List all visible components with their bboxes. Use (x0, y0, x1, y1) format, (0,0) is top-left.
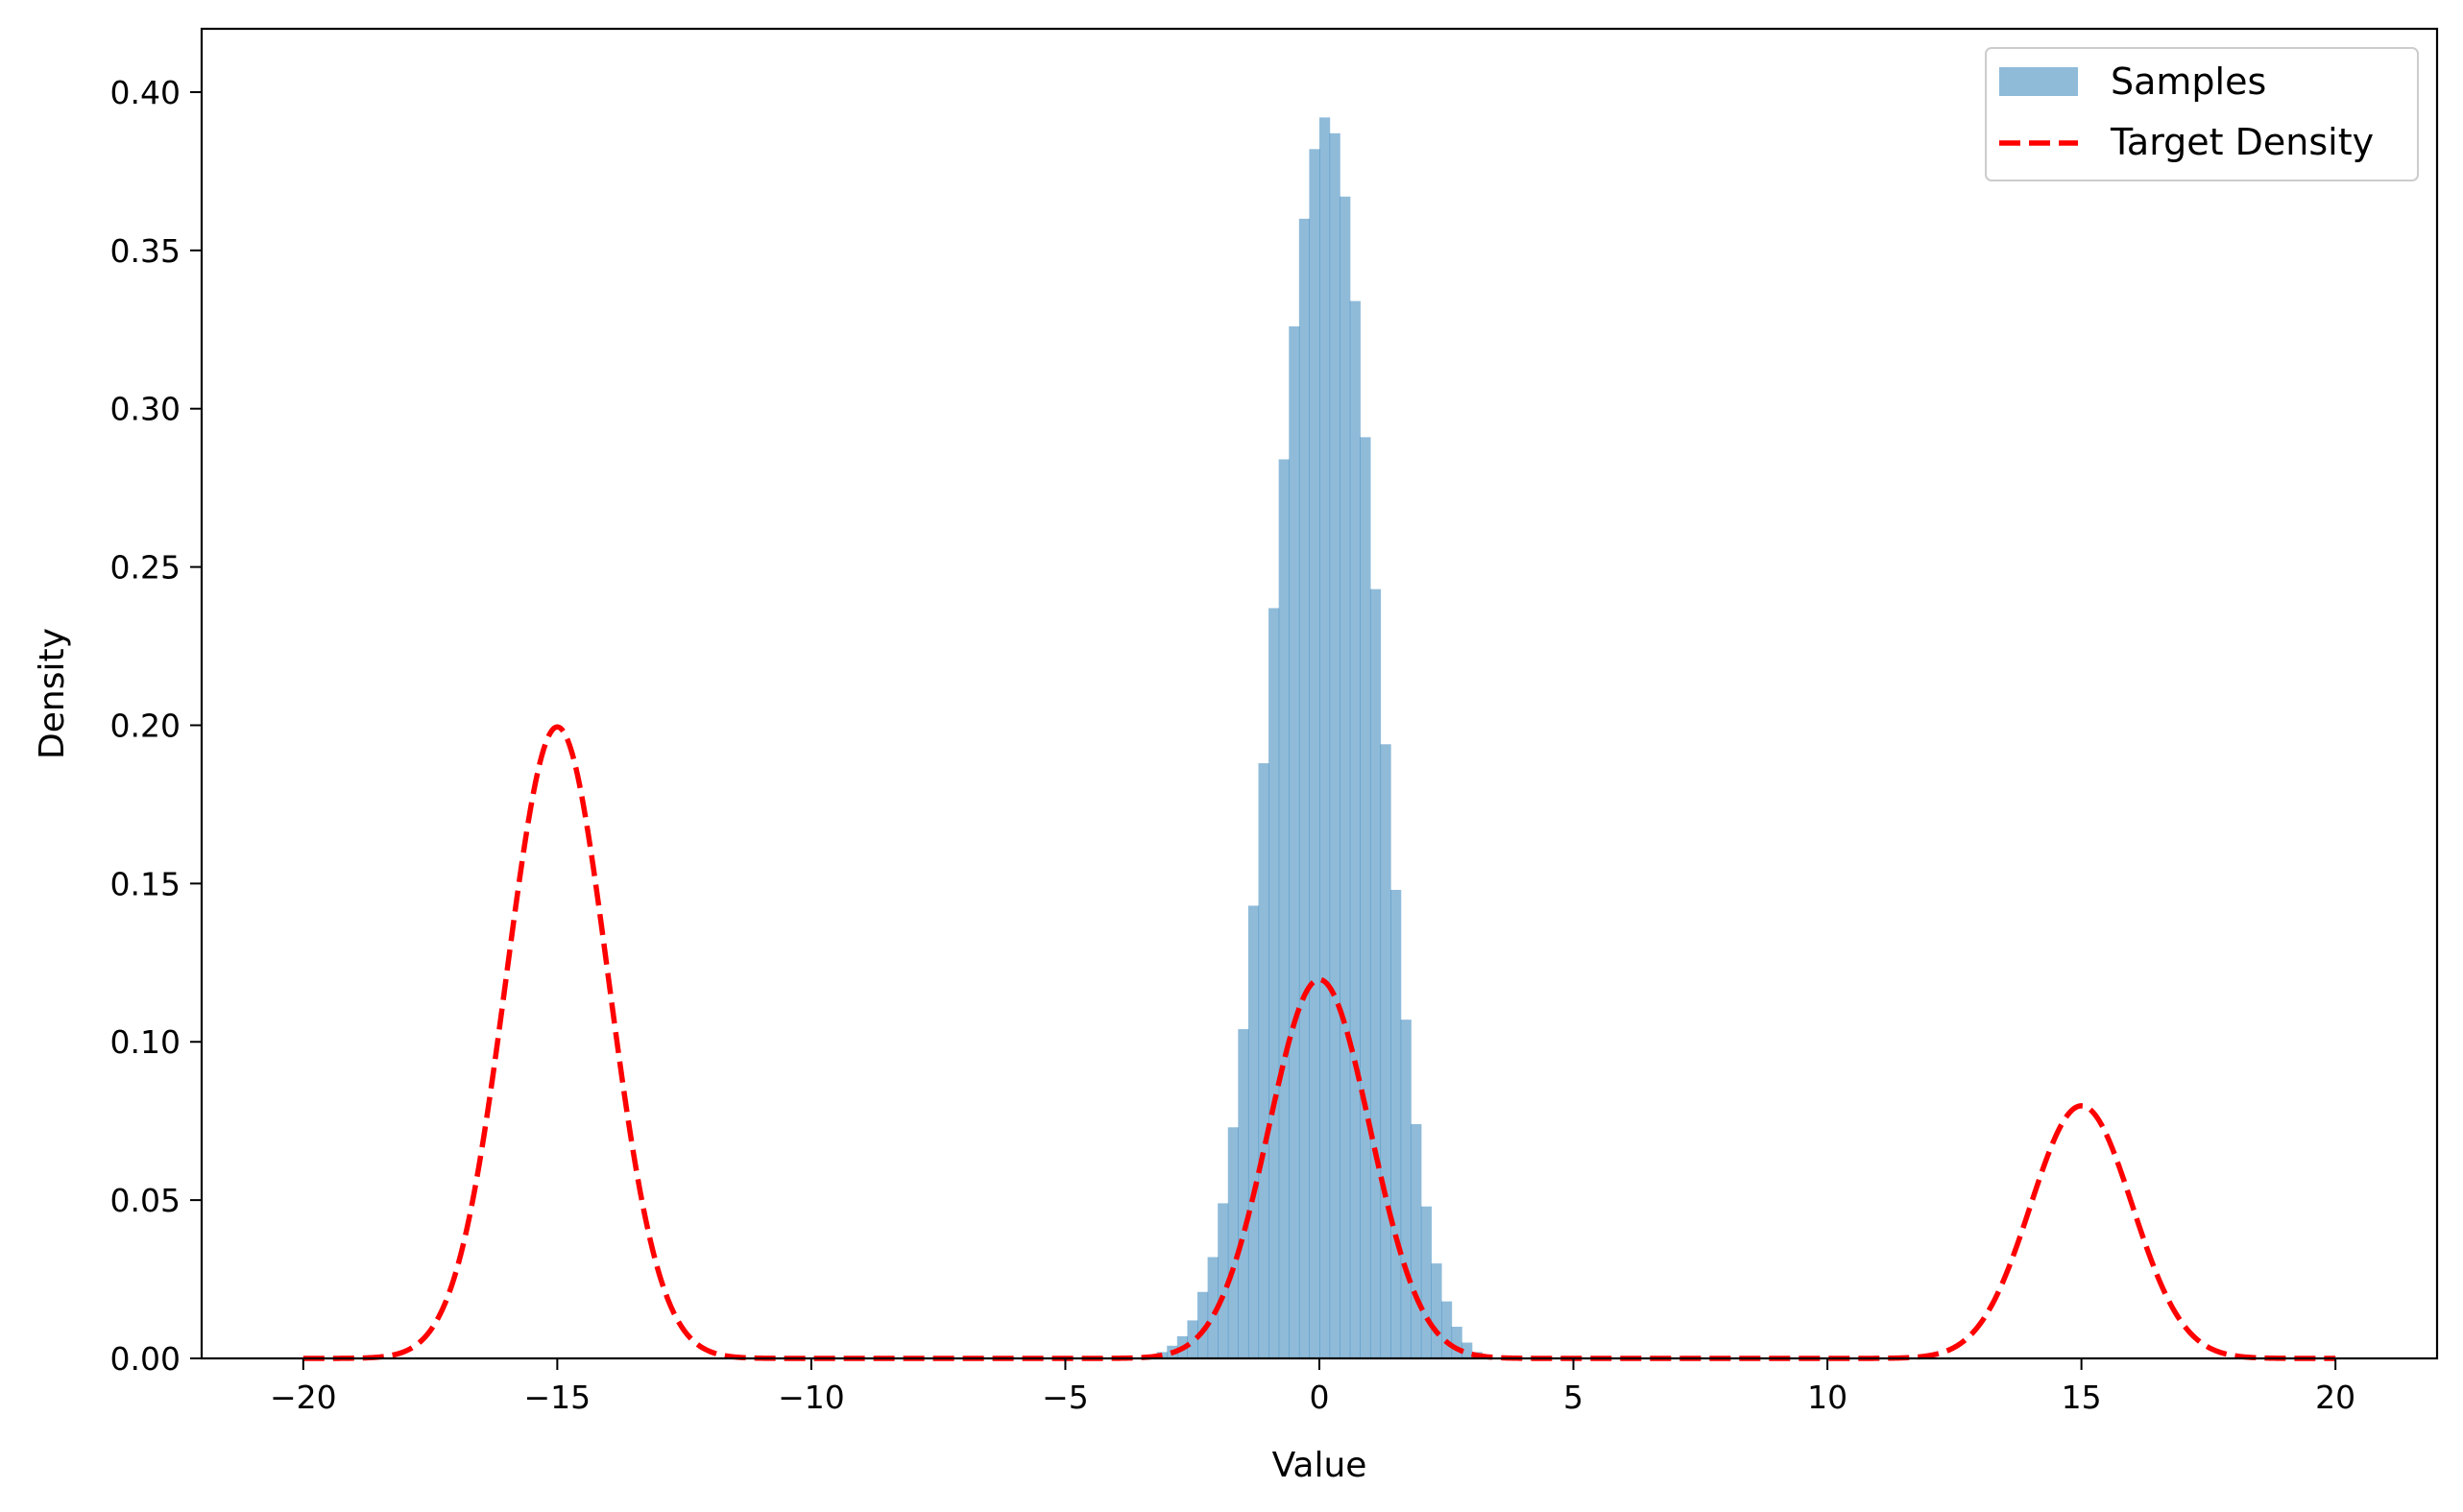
histogram-bar (1400, 1020, 1412, 1358)
y-tick-label: 0.15 (110, 865, 181, 902)
histogram-bar (1207, 1257, 1219, 1358)
y-tick-label: 0.25 (110, 549, 181, 587)
y-tick-label: 0.10 (110, 1023, 181, 1061)
histogram-bar (1278, 459, 1290, 1358)
histogram-bar (1258, 763, 1269, 1358)
legend-box (1985, 47, 2419, 181)
x-tick-label: −5 (1042, 1379, 1089, 1416)
histogram-bar (1340, 196, 1351, 1358)
histogram-bar (1187, 1320, 1198, 1358)
histogram-bar (1309, 149, 1320, 1358)
target-density-line (302, 724, 2336, 1361)
plot-area (200, 27, 2439, 1361)
x-tick-label: −20 (270, 1379, 337, 1416)
legend: Samples Target Density (1985, 47, 2419, 181)
y-axis-label: Density (33, 628, 72, 759)
histogram-bar (1411, 1123, 1422, 1358)
histogram-bar (1218, 1203, 1229, 1358)
histogram-bar (1360, 437, 1371, 1359)
y-tick-label: 0.30 (110, 391, 181, 428)
histogram-bar (1390, 889, 1402, 1358)
x-tick-label: 0 (1310, 1379, 1330, 1416)
histogram-bar (1451, 1327, 1462, 1358)
y-tick-label: 0.35 (110, 232, 181, 270)
histogram-bar (1329, 132, 1340, 1359)
y-axis-ticks: 0.00 0.05 0.10 0.15 0.20 0.25 0.30 0.35 0.40 (110, 74, 202, 1378)
histogram-bar (1227, 1127, 1239, 1358)
histogram-bar (1268, 608, 1280, 1358)
histogram-bar (1420, 1206, 1432, 1358)
histogram-bar (1440, 1301, 1453, 1358)
x-tick-label: 10 (1807, 1379, 1847, 1416)
histogram-bar (1431, 1263, 1442, 1358)
histogram-bar (1238, 1029, 1249, 1358)
x-tick-label: −10 (778, 1379, 845, 1416)
x-axis-label: Value (1272, 1446, 1367, 1485)
histogram-bars (1147, 117, 1493, 1359)
x-tick-label: −15 (524, 1379, 592, 1416)
histogram-bar (1298, 218, 1311, 1358)
legend-samples-label: Samples (2111, 60, 2266, 103)
legend-target-density-label: Target Density (2110, 121, 2374, 163)
histogram-bar (1319, 117, 1331, 1358)
legend-samples-swatch (1999, 67, 2078, 96)
histogram-bar (1349, 300, 1361, 1359)
x-tick-label: 20 (2315, 1379, 2355, 1416)
y-tick-label: 0.20 (110, 707, 181, 744)
x-tick-label: 5 (1563, 1379, 1583, 1416)
histogram-bar (1461, 1342, 1473, 1358)
histogram-bar (1247, 905, 1260, 1358)
y-tick-label: 0.00 (110, 1340, 181, 1378)
histogram-bar (1197, 1291, 1209, 1358)
y-tick-label: 0.05 (110, 1182, 181, 1219)
x-axis-ticks: −20 −15 −10 −5 0 5 10 15 20 (270, 1358, 2355, 1416)
histogram-bar (1289, 325, 1300, 1358)
x-tick-label: 15 (2062, 1379, 2102, 1416)
histogram-bar (1380, 744, 1391, 1358)
histogram-bar (1369, 588, 1382, 1358)
y-tick-label: 0.40 (110, 74, 181, 111)
